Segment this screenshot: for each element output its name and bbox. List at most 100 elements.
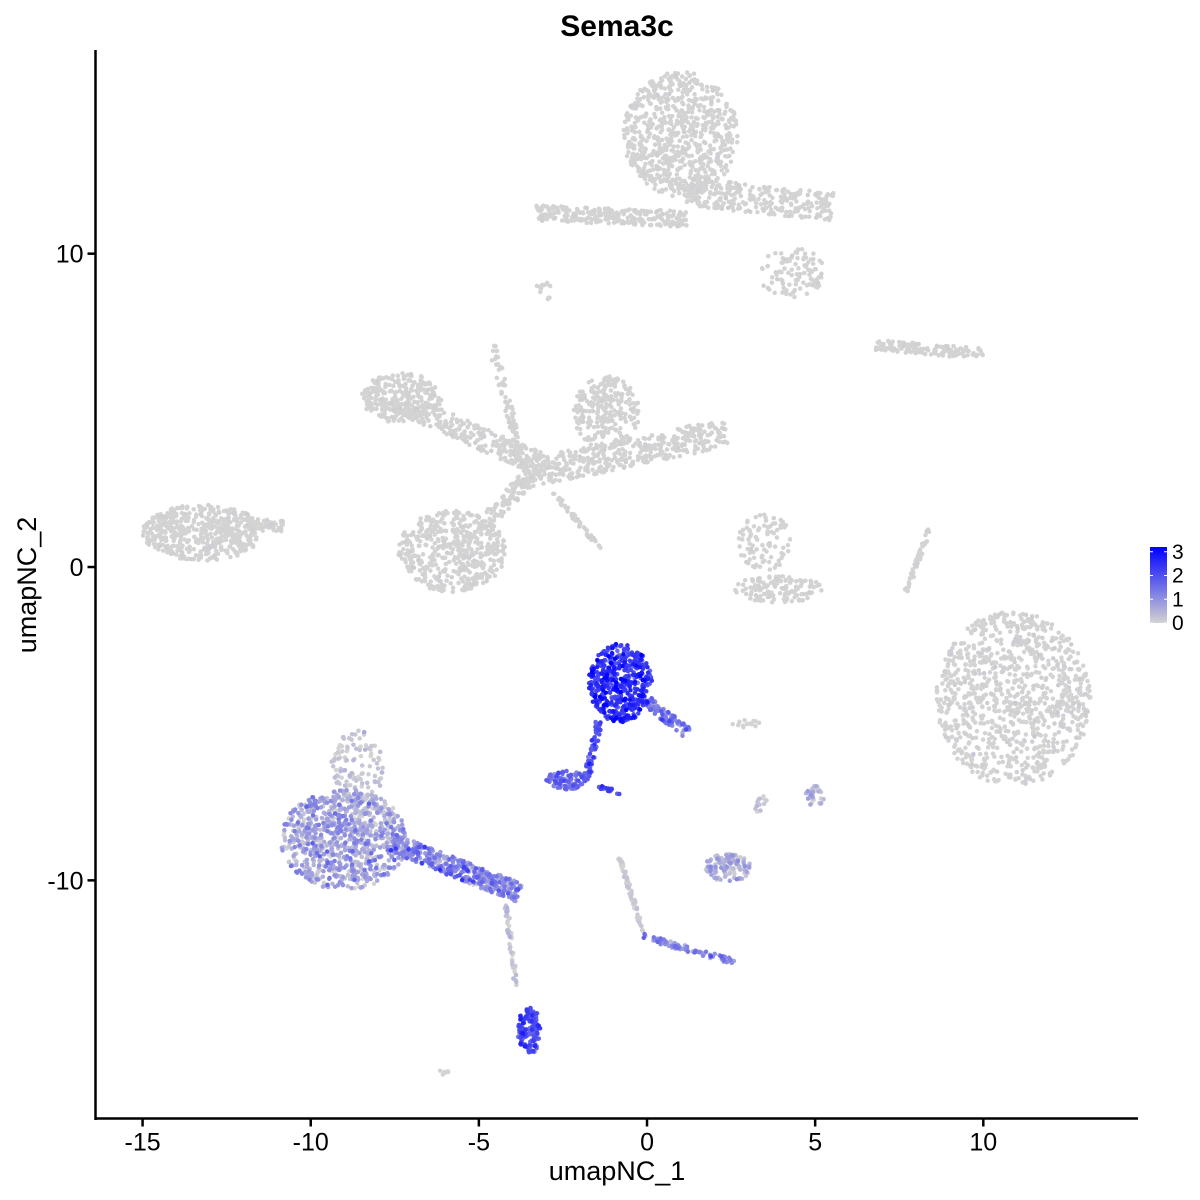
cell-point <box>816 274 822 280</box>
cell-point <box>645 89 651 94</box>
cell-point <box>916 552 921 557</box>
cell-point <box>767 204 773 209</box>
cell-point <box>1052 732 1058 737</box>
cell-point <box>1041 694 1047 700</box>
cell-point <box>457 521 462 526</box>
cell-point <box>1051 666 1056 671</box>
cell-point <box>1036 700 1041 706</box>
cell-point <box>389 388 394 393</box>
cell-point <box>719 168 725 173</box>
cell-point <box>491 343 497 349</box>
cell-point <box>685 435 690 441</box>
cell-point <box>643 146 648 152</box>
cell-point <box>794 199 799 204</box>
cell-point <box>645 97 651 103</box>
cell-point <box>1048 672 1053 677</box>
cell-point <box>785 542 791 548</box>
cell-point <box>547 295 552 300</box>
cell-point <box>588 442 594 447</box>
cell-point <box>997 630 1003 636</box>
cell-point <box>440 425 446 430</box>
cell-point <box>693 159 698 164</box>
cell-point <box>768 554 774 560</box>
cell-point <box>701 162 706 167</box>
cell-point <box>652 186 657 192</box>
cell-point <box>1062 689 1067 695</box>
cell-point <box>401 393 406 398</box>
cell-point <box>609 442 614 447</box>
cell-point <box>517 455 523 460</box>
cell-point <box>461 421 467 426</box>
cell-point <box>724 168 730 173</box>
cell-point <box>584 528 590 533</box>
cell-point <box>734 139 740 145</box>
cell-point <box>787 195 793 201</box>
cell-point <box>797 286 803 291</box>
cell-point <box>590 209 596 214</box>
cell-point <box>1035 624 1040 630</box>
cell-point <box>714 91 720 96</box>
cell-point <box>977 751 983 757</box>
cell-point <box>886 338 891 344</box>
cell-point <box>371 406 377 411</box>
cell-point <box>494 375 500 381</box>
cell-point <box>680 94 685 100</box>
cell-point <box>249 531 254 537</box>
cell-point <box>765 531 770 537</box>
cell-point <box>1061 743 1066 749</box>
cell-point <box>519 490 525 496</box>
cell-point <box>1021 649 1027 655</box>
cell-point <box>556 461 562 466</box>
cell-point <box>827 215 832 220</box>
cell-point <box>910 574 915 579</box>
cell-point <box>1041 743 1047 748</box>
cell-point <box>668 79 674 85</box>
cell-point <box>789 267 795 272</box>
cell-point <box>784 288 789 293</box>
cell-point <box>521 468 527 474</box>
cell-point <box>1035 769 1040 774</box>
cell-point <box>420 552 426 557</box>
cell-point <box>508 441 514 447</box>
cell-point <box>635 118 641 123</box>
cell-point <box>185 517 190 523</box>
cell-point <box>439 407 444 412</box>
cell-point <box>598 381 603 387</box>
chart-title: Sema3c <box>560 10 673 43</box>
cell-point <box>928 352 934 357</box>
cell-point <box>992 736 998 742</box>
cell-point <box>680 124 685 130</box>
cell-point <box>625 115 630 121</box>
cell-point <box>733 118 739 124</box>
cell-point <box>636 166 642 171</box>
cell-point <box>970 691 975 696</box>
cell-point <box>700 86 705 92</box>
cell-point <box>702 202 707 208</box>
cell-point <box>574 206 580 212</box>
cell-point <box>659 123 665 129</box>
cell-point <box>1030 726 1036 731</box>
cell-point <box>809 269 815 274</box>
cell-point <box>743 591 749 597</box>
cell-point <box>748 596 753 601</box>
cell-point <box>1041 722 1046 727</box>
cell-point <box>991 777 997 782</box>
cell-point <box>676 190 682 196</box>
cell-point <box>490 523 496 528</box>
cell-point <box>663 120 668 126</box>
cell-point <box>1001 717 1006 722</box>
cell-point <box>742 182 748 187</box>
cell-point <box>498 456 504 461</box>
cell-point <box>230 535 236 540</box>
cell-point <box>1006 690 1011 695</box>
cell-point <box>765 285 771 291</box>
cell-point <box>808 257 814 262</box>
cell-point <box>934 697 940 702</box>
cell-point <box>823 203 828 208</box>
cell-point <box>999 733 1004 739</box>
cell-point <box>723 109 728 114</box>
cell-point <box>655 172 660 178</box>
cell-point <box>682 429 687 435</box>
cell-point <box>1004 695 1009 701</box>
cell-point <box>627 450 633 456</box>
